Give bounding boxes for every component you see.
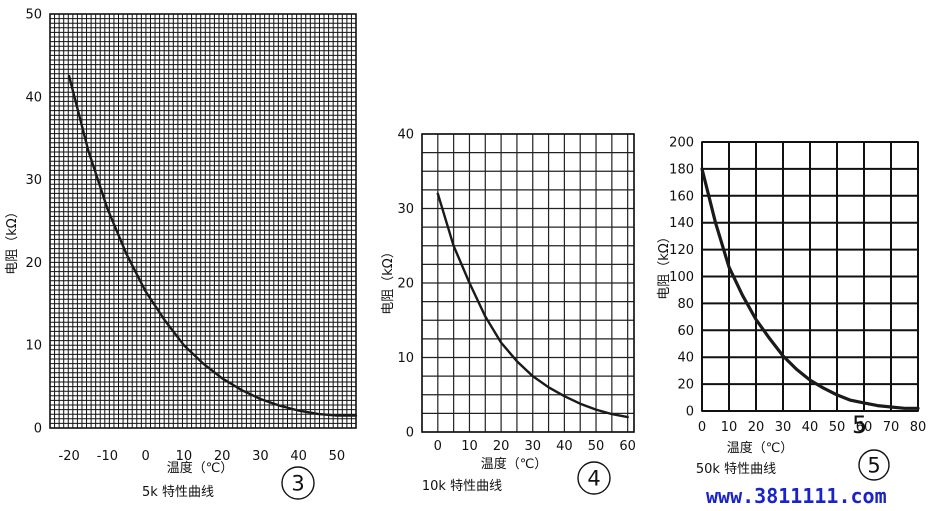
y-tick-label: 20 xyxy=(25,256,42,271)
x-tick-label: 80 xyxy=(910,420,927,435)
x-tick-label: 60 xyxy=(619,439,636,454)
chart-5k: 0 10 20 30 40 50 -20 -10 0 10 20 30 40 50 电阻（kΩ） 温度（℃） 5… xyxy=(5,8,358,500)
x-tick-label: 0 xyxy=(434,439,442,454)
x-tick-label: 20 xyxy=(748,420,765,435)
x-tick-label: -10 xyxy=(97,449,118,464)
x-tick-label: 20 xyxy=(493,439,510,454)
x-tick-label: 30 xyxy=(524,439,541,454)
x-tick-label: 40 xyxy=(290,449,307,464)
x-axis-label: 温度（℃） xyxy=(727,440,794,456)
x-tick-label: 10 xyxy=(461,439,478,454)
y-tick-label: 30 xyxy=(25,173,42,188)
y-axis-label: 电阻（kΩ） xyxy=(381,245,396,314)
x-tick-label: 30 xyxy=(775,420,792,435)
plot-frame xyxy=(701,141,919,412)
y-tick-label: 60 xyxy=(677,324,694,339)
x-tick-label: 40 xyxy=(556,439,573,454)
figure-number: 4 xyxy=(587,467,600,491)
x-tick-label: 50 xyxy=(588,439,605,454)
figure-number-circle xyxy=(858,449,890,481)
x-tick-label: 50 xyxy=(329,449,346,464)
chart-caption: 10k 特性曲线 xyxy=(422,479,502,494)
y-tick-label: 20 xyxy=(397,277,414,292)
y-tick-label: 140 xyxy=(669,216,694,231)
figure-number: 5 xyxy=(867,454,880,478)
plot-frame xyxy=(421,133,635,433)
y-tick-label: 40 xyxy=(677,351,694,366)
x-tick-label: 20 xyxy=(214,449,231,464)
x-tick-label: 0 xyxy=(141,449,149,464)
y-tick-label: 40 xyxy=(397,128,414,143)
figure-number: 3 xyxy=(291,472,304,496)
series-line xyxy=(67,74,358,417)
y-tick-label: 10 xyxy=(397,351,414,366)
y-tick-label: 0 xyxy=(406,426,414,441)
y-tick-label: 160 xyxy=(669,189,694,204)
figure-number-circle xyxy=(577,461,611,495)
chart-caption: 50k 特性曲线 xyxy=(696,462,776,477)
x-tick-label: 10 xyxy=(721,420,738,435)
stray-mark: 5 xyxy=(852,411,867,439)
x-tick-label: 70 xyxy=(883,420,900,435)
x-tick-label: 40 xyxy=(802,420,819,435)
y-tick-label: 100 xyxy=(669,270,694,285)
series-line xyxy=(700,167,920,410)
y-tick-label: 200 xyxy=(669,136,694,151)
x-axis-label: 温度（℃） xyxy=(167,460,234,476)
plot-frame xyxy=(49,13,357,429)
x-tick-label: 0 xyxy=(698,420,706,435)
y-tick-label: 120 xyxy=(669,243,694,258)
x-tick-label: 60 xyxy=(856,420,873,435)
y-tick-label: 40 xyxy=(25,90,42,105)
series-line xyxy=(436,192,629,419)
figure-number-circle xyxy=(281,466,315,500)
y-tick-label: 180 xyxy=(669,162,694,177)
y-tick-label: 80 xyxy=(677,297,694,312)
x-axis-label: 温度（℃） xyxy=(481,456,548,472)
chart-50k: 0 20 40 60 80 100 120 140 160 180 200 0 10 20 30 40 50 60… xyxy=(657,136,926,481)
watermark-url: www.3811111.com xyxy=(706,484,887,508)
y-tick-label: 0 xyxy=(686,405,694,420)
y-tick-label: 30 xyxy=(397,202,414,217)
y-axis-label: 电阻（kΩ） xyxy=(5,205,20,274)
x-tick-label: -20 xyxy=(59,449,80,464)
x-tick-label: 10 xyxy=(176,449,193,464)
y-tick-label: 0 xyxy=(34,422,42,437)
y-tick-label: 50 xyxy=(25,8,42,23)
y-tick-label: 20 xyxy=(677,378,694,393)
chart-caption: 5k 特性曲线 xyxy=(142,485,214,500)
x-tick-label: 50 xyxy=(829,420,846,435)
x-tick-label: 30 xyxy=(252,449,269,464)
y-axis-label: 电阻（kΩ） xyxy=(657,230,672,299)
chart-10k: 0 10 20 30 40 0 10 20 30 40 50 60 电阻（kΩ） 温度（℃） 10k 特性曲… xyxy=(381,128,636,495)
y-tick-label: 10 xyxy=(25,339,42,354)
